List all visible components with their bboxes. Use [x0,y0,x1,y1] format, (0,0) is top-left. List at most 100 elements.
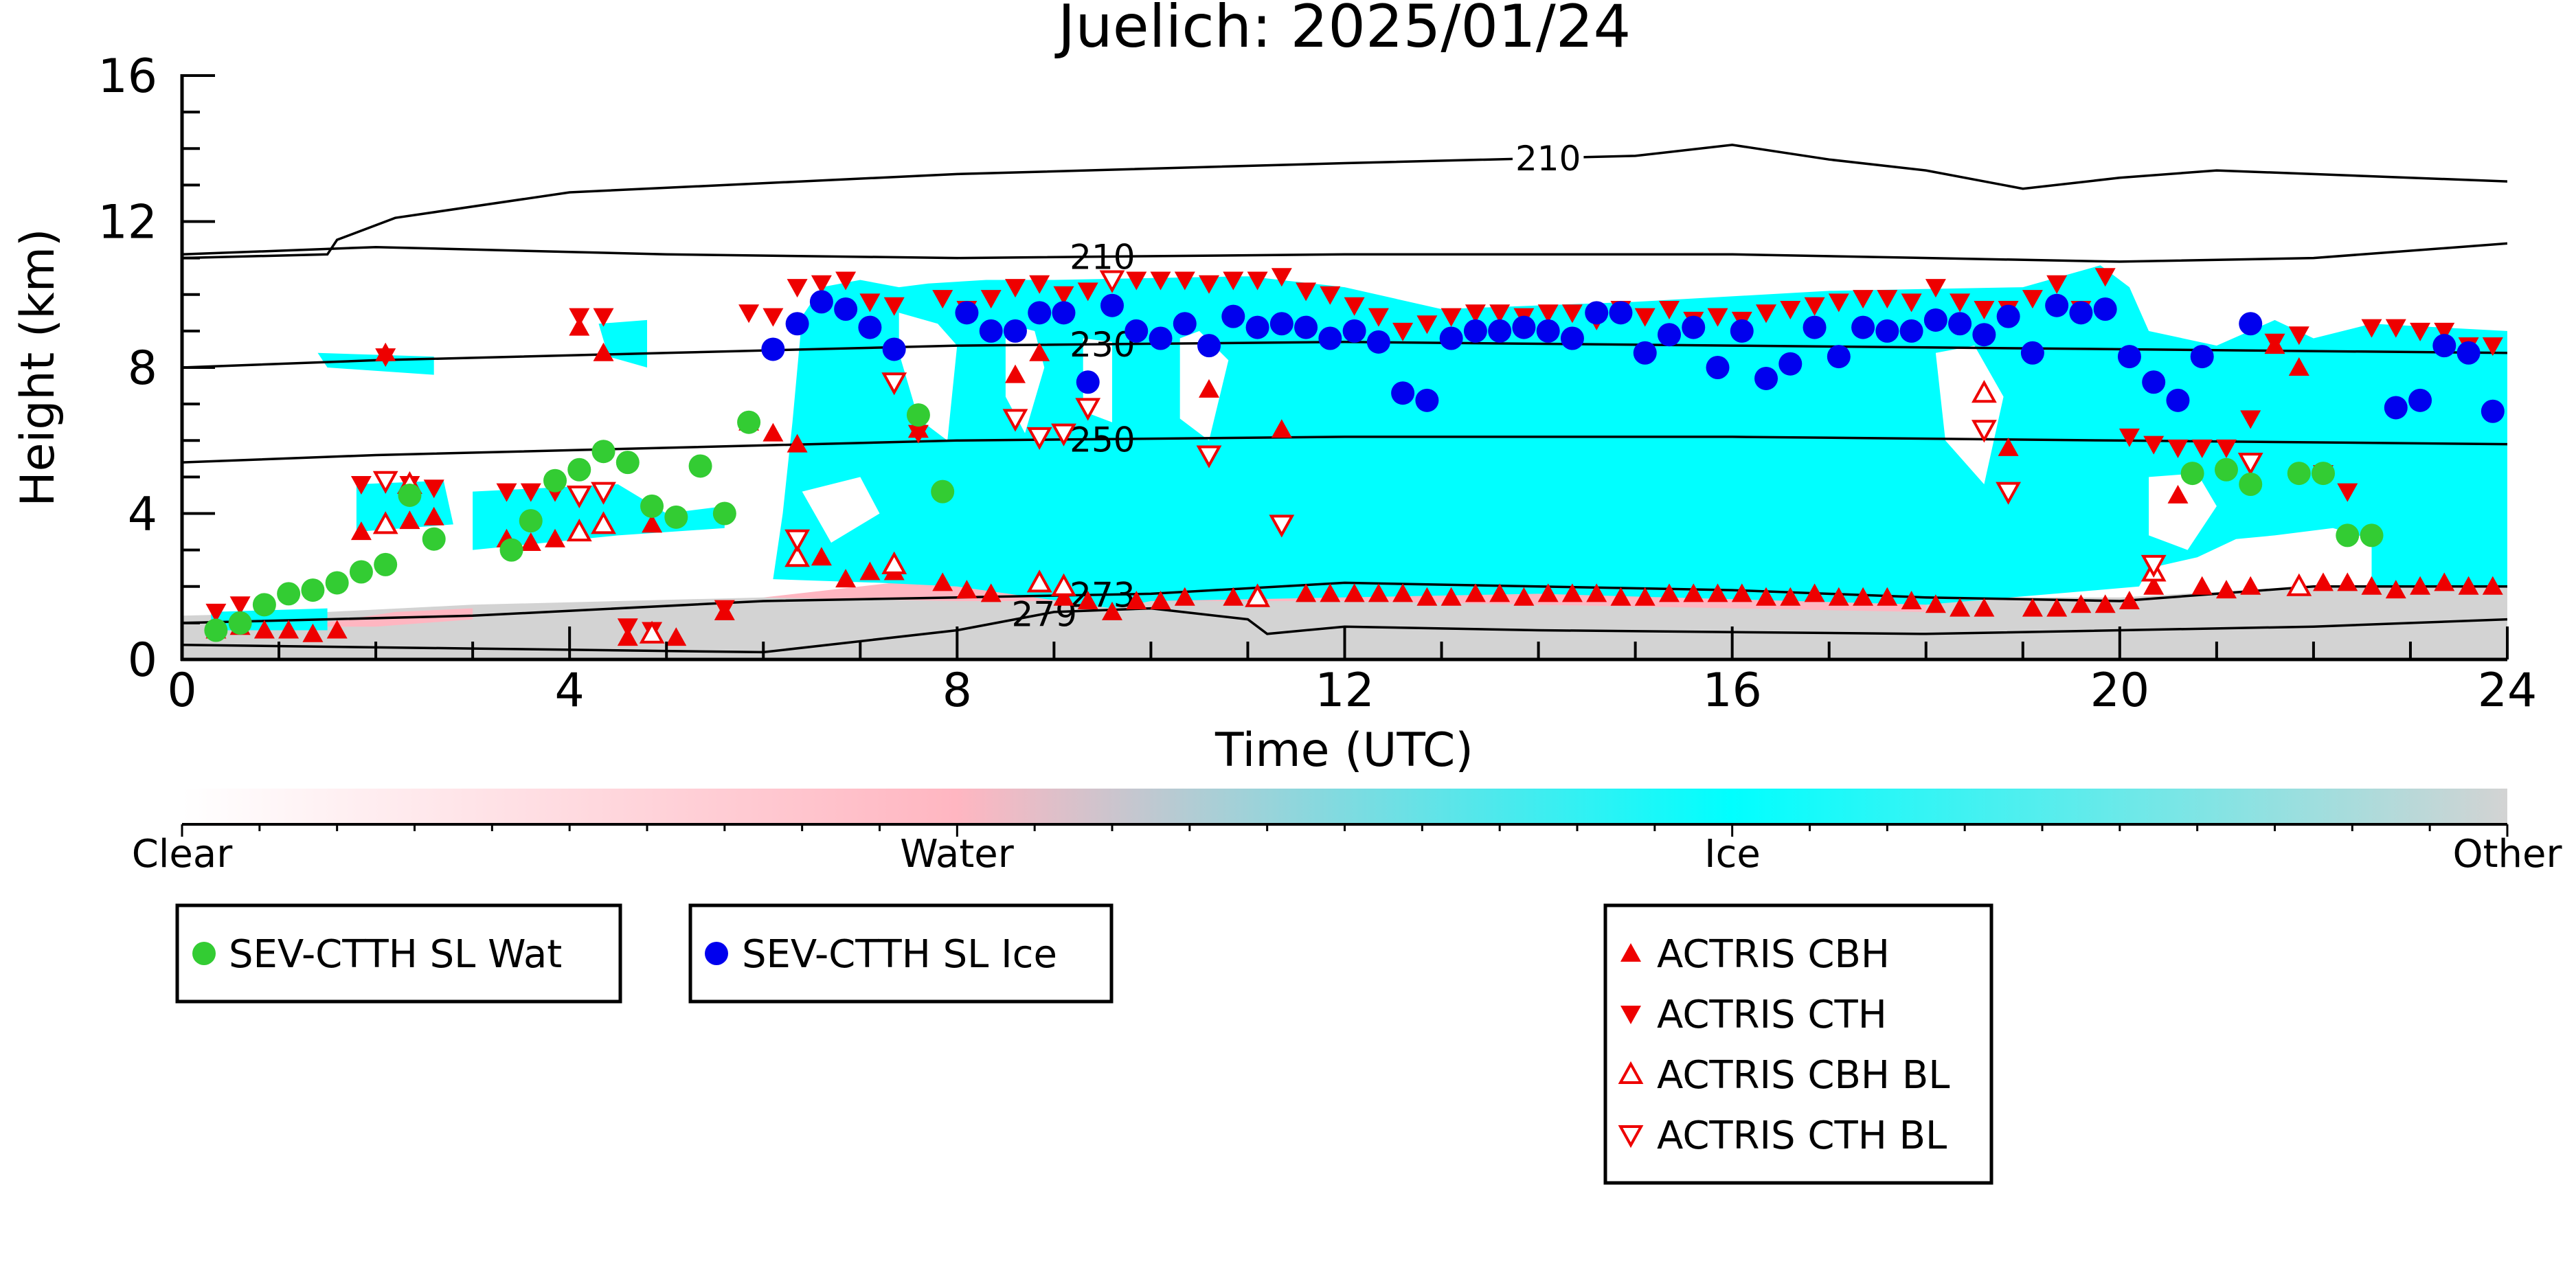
colorbar-gradient [182,789,2507,824]
data-point [932,572,953,591]
data-point [1780,587,1801,606]
data-point [1974,598,1995,617]
data-point [761,337,785,361]
legend-ice: SEV-CTTH SL Ice [688,903,1114,1004]
ice-phase-region [598,319,647,368]
data-point [1463,319,1487,343]
data-point [1634,587,1656,606]
data-point [980,583,1002,602]
data-point [2117,345,2141,369]
data-point [350,521,372,541]
data-point [1223,271,1244,291]
ice-phase-region [473,484,725,550]
data-point [1948,312,1972,336]
data-point [2216,439,2237,458]
data-point [2239,473,2263,496]
data-point [1923,308,1947,332]
legend-ice-marker [705,942,728,965]
data-point [1561,583,1583,602]
data-point [1197,334,1221,358]
legend-actris-box [1603,903,1993,1185]
axes: 0 4 8 12 16 0 4 8 12 16 20 24 [98,49,2537,718]
colorbar-label-ice: Ice [1704,832,1761,877]
data-point [1659,301,1680,319]
data-point [1051,423,1076,447]
data-point [2313,572,2334,591]
data-point [2434,572,2455,591]
data-point [375,348,396,368]
data-point [1440,308,1462,327]
data-point [1271,419,1292,438]
data-point [881,372,907,396]
data-point [1029,275,1050,294]
colorbar-ticks [181,824,2509,837]
data-point [859,293,881,313]
data-point [2214,457,2238,482]
data-point [1099,270,1125,293]
data-point [2239,312,2263,336]
data-point [738,304,760,324]
legend-wat-box [175,903,622,1004]
data-point [932,290,953,309]
legend-ice-label: SEV-CTTH SL Ice [742,932,1057,977]
data-point [1077,282,1098,302]
clear-gap-region [802,477,880,543]
data-point [1269,515,1295,538]
data-point [1875,319,1899,343]
contour-label: 230 [1070,325,1135,365]
data-point [1828,587,1849,606]
data-point [1223,587,1244,606]
data-point [712,501,736,526]
data-point [2410,322,2431,341]
data-point [205,603,227,622]
data-point [1344,583,1365,602]
data-point [1416,315,1438,335]
data-point [1561,304,1583,324]
clear-gap-region [2149,473,2217,550]
data-point [1344,297,1365,316]
data-point [1003,319,1027,343]
data-point [1707,308,1728,327]
legend-marker [1618,1125,1644,1149]
data-point [1053,286,1074,305]
data-point [1730,319,1754,343]
data-point [2264,333,2285,352]
data-point [1901,591,1922,609]
data-point [858,315,882,339]
data-point [1199,275,1219,294]
data-point [835,569,857,588]
data-point [1901,293,1922,313]
data-point [325,571,349,595]
data-point [811,547,832,566]
data-point [2288,326,2309,346]
data-point [1586,583,1607,602]
series-sev-ctth-sl-ice [761,290,2505,423]
data-point [1851,315,1875,339]
data-point [1853,587,1874,606]
data-point [591,482,616,505]
data-point [956,580,978,599]
legend-marker [1618,1061,1644,1084]
data-point [2385,580,2406,599]
data-point [1416,587,1438,606]
contour-line [182,242,2507,263]
data-point [1439,326,1463,350]
data-point [2140,554,2167,578]
data-point [714,600,735,619]
data-point [593,308,614,327]
data-point [2094,594,2116,613]
colorbar-label-clear: Clear [132,832,233,877]
x-tick-label: 4 [555,664,585,718]
contour-line [182,144,2507,260]
data-point [278,620,300,639]
data-point [1026,427,1052,451]
x-tick-label: 16 [1702,664,1762,718]
data-point [1296,583,1317,602]
contour-line [182,581,2507,624]
data-point [640,494,664,518]
data-point [1247,271,1268,291]
data-point [1026,569,1052,593]
data-point [1756,587,1776,606]
data-point [1294,315,1318,339]
